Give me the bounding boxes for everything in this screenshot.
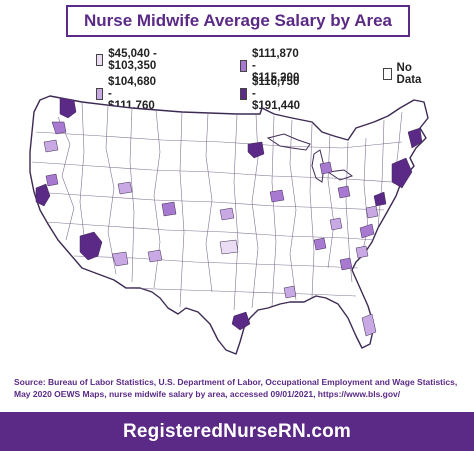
area-kentucky	[329, 217, 343, 231]
area-iowa	[269, 189, 285, 203]
area-new-england	[407, 127, 423, 149]
footer-banner: RegisteredNurseRN.com	[0, 412, 474, 451]
area-boundaries	[31, 101, 403, 311]
legend-swatch-5	[383, 68, 392, 80]
source-citation: Source: Bureau of Labor Statistics, U.S.…	[14, 377, 458, 399]
legend-swatch-1	[96, 54, 104, 66]
area-florida	[361, 313, 377, 337]
area-sacramento	[45, 173, 59, 187]
area-utah	[117, 181, 133, 195]
area-atlanta	[339, 257, 353, 271]
area-michigan	[319, 161, 333, 175]
area-tennessee	[313, 237, 327, 251]
area-houston	[231, 311, 251, 331]
legend-label-1: $45,040 - $103,350	[108, 48, 157, 72]
area-kansas	[219, 207, 235, 221]
map-title: Nurse Midwife Average Salary by Area	[66, 5, 410, 37]
area-south-carolina	[355, 245, 369, 259]
area-northeast-corridor	[391, 157, 413, 189]
area-north-carolina	[359, 223, 375, 239]
legend-label-5: No Data	[396, 62, 422, 86]
area-new-mexico	[147, 249, 163, 263]
area-mississippi	[283, 285, 297, 299]
area-arizona	[111, 251, 129, 267]
area-minneapolis	[247, 141, 265, 159]
area-denver	[161, 201, 177, 217]
area-ohio	[337, 185, 351, 199]
legend-item-5: No Data	[383, 62, 425, 86]
area-portland	[51, 121, 67, 135]
legend-item-1: $45,040 - $103,350	[96, 48, 161, 72]
legend-swatch-4	[240, 88, 248, 100]
us-map	[22, 92, 454, 377]
area-oregon-south	[43, 139, 59, 153]
area-oklahoma	[219, 239, 239, 255]
legend-label-2: $111,870 - $115,200	[252, 48, 300, 84]
us-outline	[29, 95, 429, 355]
area-sf-bay	[35, 183, 51, 207]
legend-swatch-3	[96, 88, 104, 100]
us-map-svg	[29, 95, 429, 355]
legend-item-2: $111,870 - $115,200	[240, 48, 304, 84]
area-southern-ca	[79, 231, 103, 261]
area-seattle	[59, 97, 77, 119]
salary-areas	[35, 97, 423, 337]
area-dc	[373, 191, 387, 207]
legend-swatch-2	[240, 60, 248, 72]
area-virginia	[365, 205, 379, 219]
